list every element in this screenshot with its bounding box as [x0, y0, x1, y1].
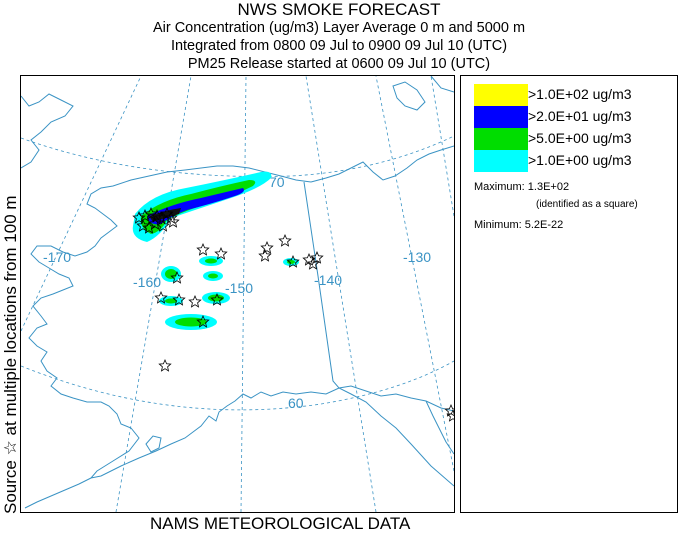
- lon-label-140: -140: [314, 272, 342, 288]
- alaska-coastline: [28, 165, 454, 479]
- legend-entry-2: >2.0E+01 ug/m3: [474, 106, 674, 128]
- data-source-footer: NAMS METEOROLOGICAL DATA: [150, 514, 411, 533]
- source-star-icon: [310, 250, 324, 264]
- lon-label-130: -130: [403, 249, 431, 265]
- minimum-value: Minimum: 5.2E-22: [474, 219, 564, 231]
- lat-label-70: 70: [269, 174, 285, 190]
- source-star-icon: [196, 314, 210, 328]
- maximum-value: Maximum: 1.3E+02: [474, 181, 570, 193]
- source-star-icon: [446, 408, 454, 422]
- meridian-170: [21, 76, 142, 332]
- kodiak-island: [145, 435, 162, 453]
- parallel-60: [21, 360, 454, 411]
- legend-swatch: [474, 150, 528, 172]
- integration-period: Integrated from 0800 09 Jul to 0900 09 J…: [170, 38, 508, 54]
- meridian-140: [305, 76, 377, 512]
- legend-label: >1.0E+02 ug/m3: [528, 86, 632, 102]
- source-star-icon: [164, 210, 178, 224]
- source-star-icon: [144, 206, 158, 220]
- lon-label-160: -160: [133, 274, 161, 290]
- source-star-icon: [132, 210, 146, 224]
- source-star-icon: [136, 218, 150, 232]
- source-star-icon: [286, 254, 300, 268]
- chukotka-coast: [21, 93, 74, 169]
- meridian-160: [115, 76, 192, 512]
- canada-coast: [310, 145, 454, 183]
- lon-label-150: -150: [225, 280, 253, 296]
- source-star-icon: [166, 214, 180, 228]
- lon-label-170: -170: [43, 249, 71, 265]
- legend-swatch: [474, 106, 528, 128]
- source-star-icon: [196, 242, 210, 256]
- smoke-plume-main: [132, 171, 272, 242]
- maximum-note: (identified as a square): [536, 199, 638, 210]
- arctic-island-2: [430, 76, 454, 93]
- legend-panel: >1.0E+02 ug/m3 >2.0E+01 ug/m3 >5.0E+00 u…: [460, 75, 678, 513]
- border-141w: [303, 181, 454, 487]
- source-star-icon: [138, 208, 152, 222]
- release-info: PM25 Release started at 0600 09 Jul 10 (…: [187, 56, 491, 72]
- source-star-icon: [172, 292, 186, 306]
- graticule: [21, 76, 454, 512]
- alaska-peninsula: [24, 477, 92, 509]
- layer-subtitle: Air Concentration (ug/m3) Layer Average …: [152, 20, 526, 36]
- smoke-map: -170 -160 -150 -140 -130 70 60: [20, 75, 455, 513]
- legend-swatch: [474, 84, 528, 106]
- source-star-icon: [158, 358, 172, 372]
- arctic-island-1: [392, 81, 426, 111]
- legend-label: >5.0E+00 ug/m3: [528, 130, 632, 146]
- legend-label: >2.0E+01 ug/m3: [528, 108, 632, 124]
- legend-label: >1.0E+00 ug/m3: [528, 152, 632, 168]
- source-star-icon: [170, 270, 184, 284]
- forecast-title: NWS SMOKE FORECAST: [237, 0, 441, 19]
- source-star-icon: [258, 248, 272, 262]
- source-star-icon: [214, 246, 228, 260]
- legend-entry-3: >5.0E+00 ug/m3: [474, 128, 674, 150]
- source-star-icon: [150, 208, 164, 222]
- source-star-icon: [260, 240, 274, 254]
- source-star-icon: [156, 218, 170, 232]
- source-star-icon: [188, 294, 202, 308]
- source-star-icon: [278, 233, 292, 247]
- source-star-icon: [306, 256, 320, 270]
- lat-label-60: 60: [288, 395, 304, 411]
- legend-entry-1: >1.0E+02 ug/m3: [474, 84, 674, 106]
- legend-entry-4: >1.0E+00 ug/m3: [474, 150, 674, 172]
- source-star-icon: [148, 216, 162, 230]
- meridian-130: [375, 76, 454, 472]
- legend-swatch: [474, 128, 528, 150]
- source-markers: [132, 206, 454, 422]
- meridian-120: [430, 76, 454, 217]
- parallel-70: [21, 135, 454, 177]
- source-star-icon: [154, 290, 168, 304]
- bc-coast: [425, 400, 454, 455]
- source-star-icon: [142, 220, 156, 234]
- meridian-150: [240, 76, 247, 512]
- source-star-icon: [210, 292, 224, 306]
